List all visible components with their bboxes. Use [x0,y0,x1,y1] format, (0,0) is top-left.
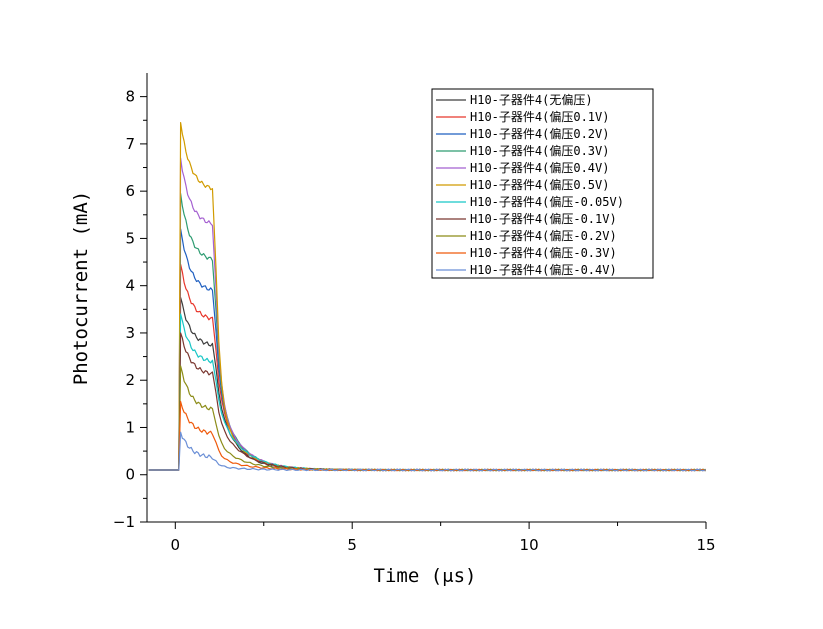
y-tick-label: 4 [125,277,135,295]
series-line [148,296,706,472]
legend-label: H10-子器件4(偏压0.5V) [470,177,609,192]
legend: H10-子器件4(无偏压) H10-子器件4(偏压0.1V) H10-子器件4(偏压… [431,88,654,279]
y-tick-label: 6 [125,182,135,200]
legend-items: H10-子器件4(无偏压) H10-子器件4(偏压0.1V) H10-子器件4(偏压… [436,92,624,277]
series-line [148,365,706,472]
axes [146,73,706,523]
legend-label: H10-子器件4(偏压0.3V) [470,143,609,158]
legend-box [431,88,654,279]
ticks: 0 5 10 15 −1 0 1 2 3 4 5 6 7 8 [113,88,716,554]
y-tick-label: −1 [113,513,135,531]
legend-label: H10-子器件4(偏压-0.3V) [470,245,617,260]
legend-label: H10-子器件4(偏压0.4V) [470,160,609,175]
y-axis-title: Photocurrent (mA) [70,191,92,385]
series-line [148,313,706,472]
x-axis-title: Time (μs) [374,565,477,587]
legend-label: H10-子器件4(偏压-0.2V) [470,228,617,243]
legend-label: H10-子器件4(偏压-0.4V) [470,262,617,277]
series-line [148,263,706,472]
series-line [148,400,706,472]
y-tick-label: 3 [125,324,135,342]
y-tick-label: 5 [125,229,135,247]
legend-label: H10-子器件4(偏压0.1V) [470,109,609,124]
y-tick-label: 1 [125,418,135,436]
series-line [148,431,706,472]
y-tick-label: 0 [125,466,135,484]
legend-label: H10-子器件4(偏压-0.05V) [470,194,624,209]
legend-label: H10-子器件4(无偏压) [470,92,593,107]
y-tick-label: 7 [125,135,135,153]
series-line [148,332,706,472]
x-tick-label: 15 [696,536,715,554]
y-tick-label: 8 [125,88,135,106]
legend-label: H10-子器件4(偏压0.2V) [470,126,609,141]
legend-label: H10-子器件4(偏压-0.1V) [470,211,617,226]
x-tick-label: 10 [520,536,539,554]
y-tick-label: 2 [125,371,135,389]
x-tick-label: 5 [347,536,357,554]
x-tick-label: 0 [171,536,181,554]
series-layer [148,122,706,472]
